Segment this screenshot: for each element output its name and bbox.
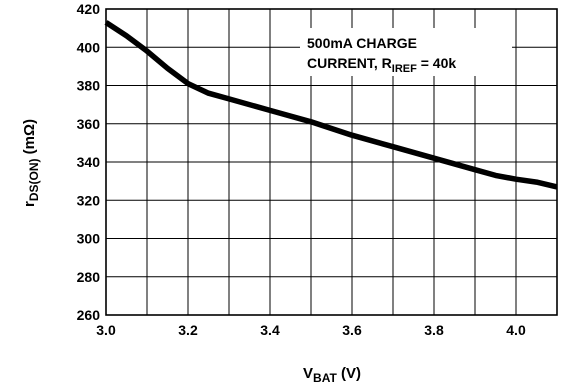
x-tick-label: 3.4 [260,322,280,338]
plot-area-frame [105,8,558,316]
x-tick-label: 3.0 [96,322,116,338]
y-tick-label: 280 [77,269,101,285]
annotation-line-2: CURRENT, RIREF = 40k [307,55,456,75]
tick-labels: 3.0 3.2 3.4 3.6 3.8 4.0 260 280 300 320 340 360 380 4… [77,1,526,338]
y-axis-label: rDS(ON) (mΩ) [21,119,41,207]
x-axis-label: VBAT (V) [303,365,361,385]
x-tick-label: 4.0 [506,322,526,338]
series-line [104,20,558,190]
y-tick-label: 360 [77,116,101,132]
annotation-background [300,28,512,76]
y-tick-label: 300 [77,231,101,247]
data-series [104,20,558,190]
annotation: 500mA CHARGE CURRENT, RIREF = 40k [300,28,512,76]
y-tick-label: 320 [77,192,101,208]
y-tick-label: 340 [77,154,101,170]
y-tick-label: 420 [77,1,101,17]
x-tick-label: 3.8 [424,322,444,338]
y-tick-label: 400 [77,39,101,55]
y-tick-label: 260 [77,307,101,323]
annotation-line-1: 500mA CHARGE [307,35,417,51]
y-tick-label: 380 [77,78,101,94]
x-tick-label: 3.6 [342,322,362,338]
x-tick-label: 3.2 [178,322,198,338]
